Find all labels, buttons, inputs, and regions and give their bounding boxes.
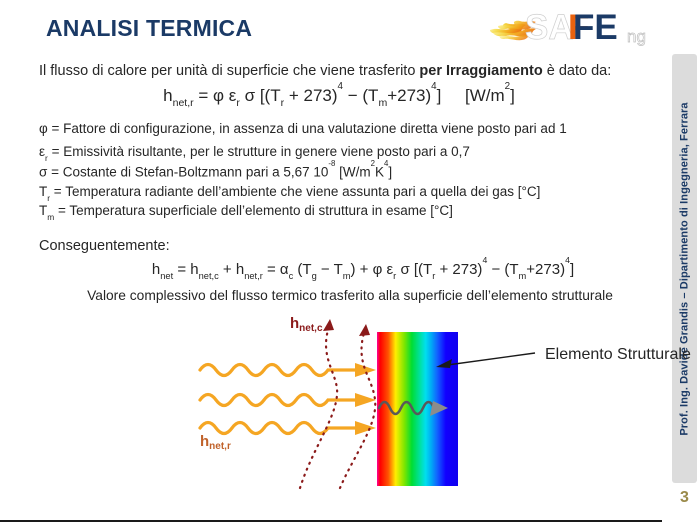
svg-text:hnet,r: hnet,r <box>200 433 231 452</box>
svg-text:Elemento Strutturale: Elemento Strutturale <box>545 346 691 363</box>
svg-text:hnet,c: hnet,c <box>290 315 323 334</box>
